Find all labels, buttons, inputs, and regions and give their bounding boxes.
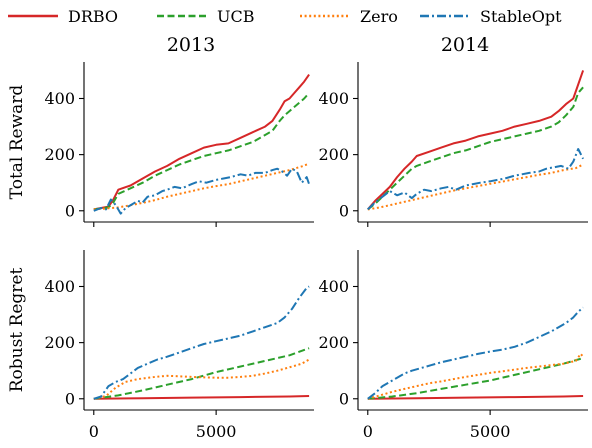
y-tick-label: 400: [318, 277, 349, 296]
legend-label-ucb: UCB: [217, 7, 254, 26]
legend-item-stableopt: StableOpt: [420, 7, 562, 26]
y-tick-label: 400: [318, 89, 349, 108]
y-tick-label: 200: [44, 145, 75, 164]
y-tick-label: 400: [44, 89, 75, 108]
series-line-drbo: [93, 74, 310, 211]
series-line-drbo: [367, 395, 584, 400]
y-tick-label: 0: [339, 389, 349, 408]
panel-top-right: 0 200 400 2014: [318, 34, 588, 227]
x-tick-label: 0: [89, 422, 99, 441]
series-line-stableopt: [367, 306, 584, 400]
legend: DRBO UCB Zero StableOpt: [8, 7, 562, 26]
series-line-ucb: [367, 86, 584, 211]
legend-item-ucb: UCB: [157, 7, 254, 26]
x-tick-label: 5000: [196, 422, 237, 441]
panel-bottom-right: 0 200 400 0 5000: [318, 250, 588, 441]
legend-label-drbo: DRBO: [68, 7, 118, 26]
panel-bottom-left: 0 200 400 0 5000 Robust Regret: [7, 250, 314, 441]
series-line-ucb: [93, 347, 310, 400]
y-tick-label: 0: [339, 201, 349, 220]
y-tick-label: 400: [44, 277, 75, 296]
legend-label-zero: Zero: [360, 7, 398, 26]
legend-label-stableopt: StableOpt: [480, 7, 562, 26]
legend-item-drbo: DRBO: [8, 7, 118, 26]
series-line-stableopt: [367, 148, 584, 211]
series-line-drbo: [367, 70, 585, 211]
chart-panels: 0 200 400 2013 Total Reward 0 200 400 2014 0 200 40…: [7, 34, 588, 441]
panel-title: 2014: [441, 34, 489, 56]
series-line-zero: [367, 163, 584, 211]
legend-item-zero: Zero: [300, 7, 398, 26]
series-line-ucb: [93, 92, 310, 211]
x-tick-label: 0: [363, 422, 373, 441]
series-line-stableopt: [93, 285, 310, 400]
panel-title: 2013: [167, 34, 215, 56]
x-tick-label: 5000: [470, 422, 511, 441]
y-axis-label: Robust Regret: [7, 268, 27, 393]
series-line-stableopt: [93, 167, 311, 215]
series-line-zero: [93, 358, 310, 400]
y-axis-label: Total Reward: [7, 85, 27, 200]
y-tick-label: 200: [44, 333, 75, 352]
y-tick-label: 0: [65, 389, 75, 408]
y-tick-label: 200: [318, 145, 349, 164]
panel-top-left: 0 200 400 2013 Total Reward: [7, 34, 314, 227]
series-line-ucb: [367, 357, 584, 400]
y-tick-label: 200: [318, 333, 349, 352]
series-line-drbo: [93, 395, 310, 400]
y-tick-label: 0: [65, 201, 75, 220]
